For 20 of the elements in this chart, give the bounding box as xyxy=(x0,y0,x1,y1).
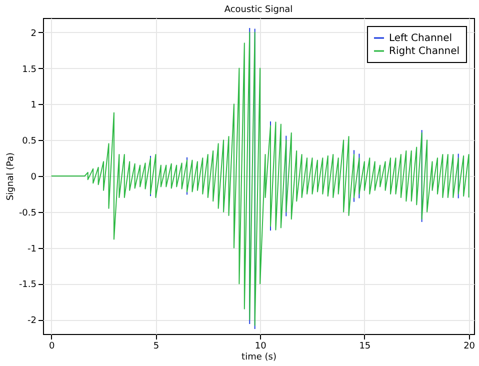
y-tick-label: 1 xyxy=(30,100,36,111)
y-tick-label: -1 xyxy=(28,244,36,254)
y-tick-label: -0.5 xyxy=(18,208,36,218)
y-tick-label: 0 xyxy=(30,172,37,182)
chart-title: Acoustic Signal xyxy=(224,5,293,15)
legend-label: Right Channel xyxy=(389,46,460,57)
x-tick-label: 5 xyxy=(153,342,160,352)
y-tick-label: -1.5 xyxy=(18,280,36,290)
y-tick-label: 2 xyxy=(30,28,36,39)
y-tick-label: 1.5 xyxy=(22,64,36,75)
line-series xyxy=(50,32,470,326)
y-tick-label: 0.5 xyxy=(22,136,36,147)
y-tick-label: -2 xyxy=(28,316,36,326)
y-axis-title: Signal (Pa) xyxy=(6,152,16,201)
x-tick-label: 10 xyxy=(254,342,267,352)
x-tick-label: 20 xyxy=(464,342,476,352)
x-tick-label: 0 xyxy=(48,342,55,352)
x-tick-label: 15 xyxy=(359,342,371,352)
x-axis-title: time (s) xyxy=(242,352,276,362)
legend-label: Left Channel xyxy=(389,33,452,44)
